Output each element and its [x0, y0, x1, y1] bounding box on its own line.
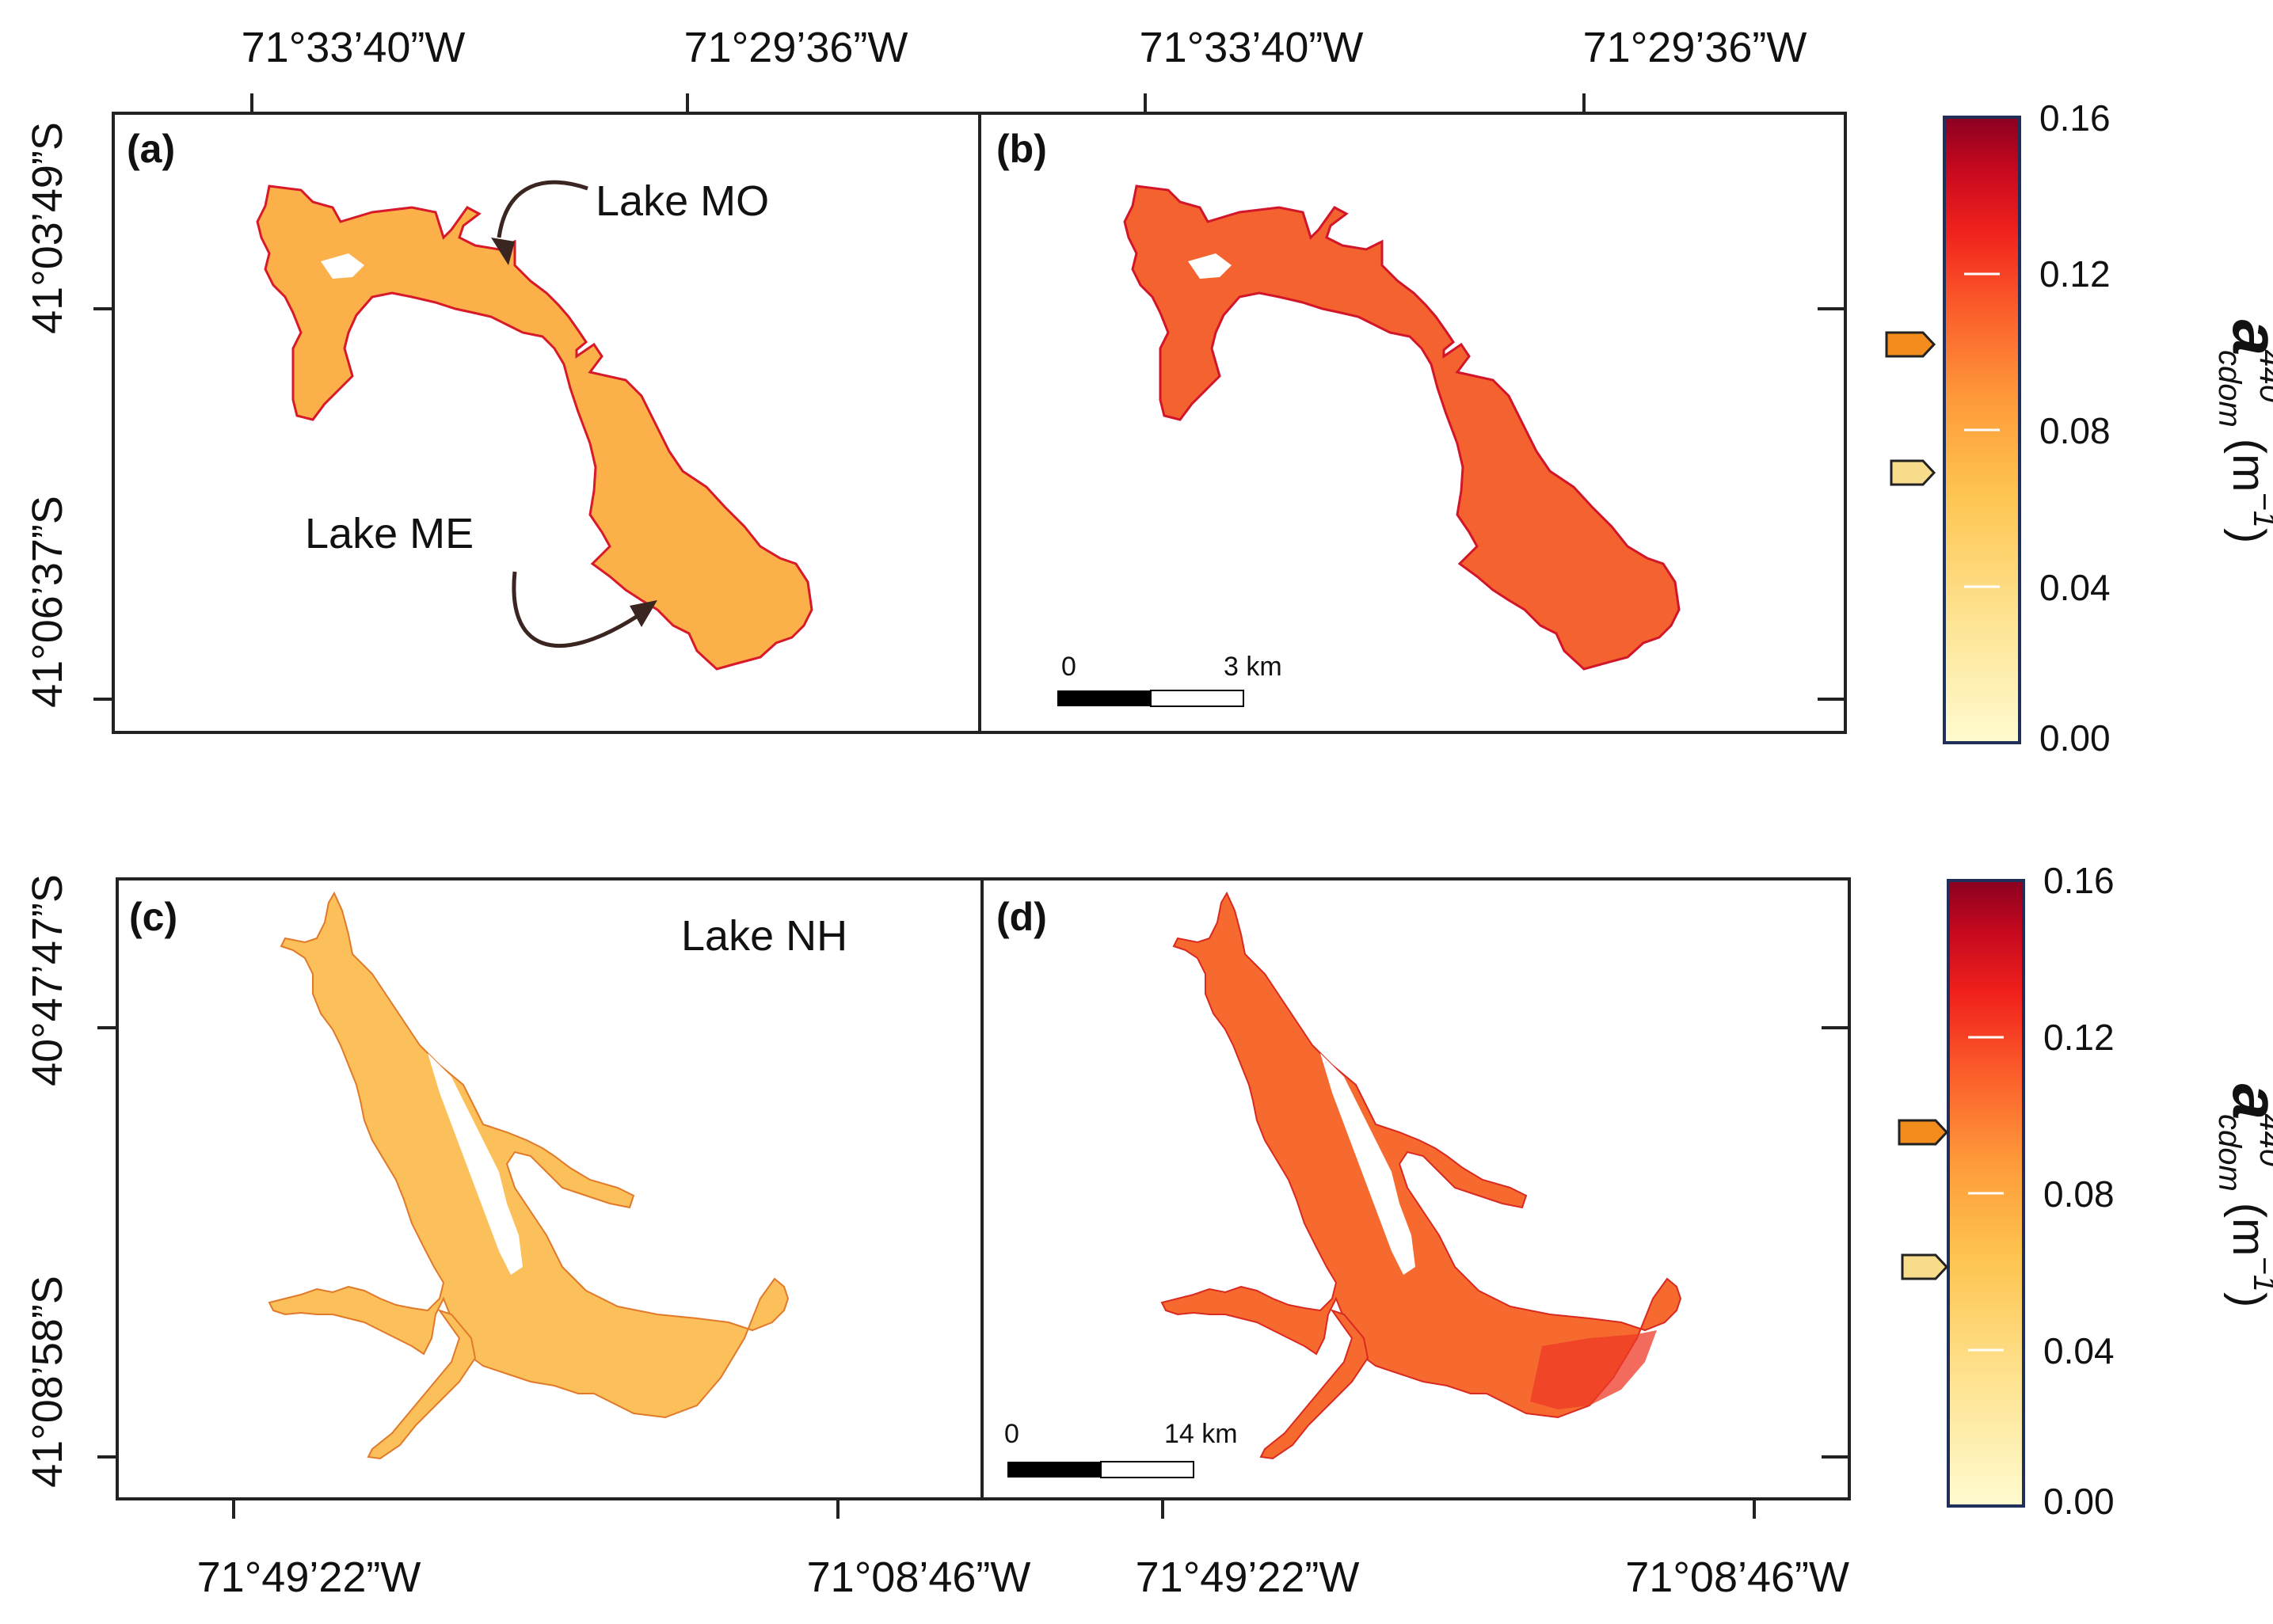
bottom-row-figure: 40°47’47”S 41°08’58”S 71°49’22”W 71°08’4… — [24, 874, 1851, 1601]
lake-label-nh: Lake NH — [681, 912, 847, 960]
scalebar-start-label: 0 — [1061, 652, 1076, 682]
scalebar-d: 0 14 km — [1004, 1419, 1238, 1478]
colorbar-title-unit-exp: −1 — [2247, 1256, 2273, 1292]
lake-mo-me-shape-b — [1123, 184, 1681, 671]
bottom-row-ticks — [97, 1026, 1849, 1519]
bottom-x-tick-label: 71°08’46”W — [1625, 1554, 1849, 1601]
lake-island-a — [321, 253, 364, 279]
colorbar-title-subscript: cdom — [2212, 1114, 2247, 1192]
scalebar-end-label: 14 km — [1164, 1419, 1238, 1449]
lake-mo-me-shape-a — [256, 184, 813, 671]
scalebar-black-segment — [1007, 1462, 1101, 1478]
colorbar-bottom: 0.16 0.12 0.08 0.04 0.00 a440 cdom (m−1) — [1898, 860, 2273, 1522]
svg-text:a440cdom(m−1): a440 cdom (m−1) — [2212, 1084, 2273, 1308]
scalebar-black-segment — [1057, 690, 1151, 706]
lake-nh-south-lobe-d — [1530, 1330, 1657, 1409]
colorbar-title-superscript: 440 — [2253, 349, 2273, 402]
lake-nh-arm-c — [367, 1309, 477, 1460]
colorbar-title-unit: (m — [2223, 439, 2273, 493]
colorbar-title-subscript: cdom — [2212, 350, 2247, 428]
bottom-y-tick-label: 40°47’47”S — [24, 874, 71, 1086]
arrow-mo-head — [491, 238, 515, 265]
arrow-mo — [497, 180, 588, 238]
colorbar-tick-label: 0.08 — [2039, 410, 2111, 451]
marker-lower-icon — [1901, 1253, 1949, 1280]
scalebar-end-label: 3 km — [1224, 652, 1282, 682]
colorbar-title-unit-close: ) — [2223, 1292, 2273, 1307]
lake-nh-arm-d — [1259, 1309, 1369, 1460]
top-row-figure: 71°33’40”W 71°29’36”W 71°33’40”W 71°29’3… — [24, 24, 1847, 734]
colorbar-title: a440 cdom (m−1) — [2212, 320, 2273, 544]
lake-nh-shape-d — [1160, 891, 1682, 1419]
colorbar-title-unit: (m — [2223, 1203, 2273, 1257]
bottom-x-tick-label: 71°49’22”W — [197, 1554, 421, 1601]
colorbar-title-symbol: a — [2219, 1084, 2273, 1120]
scalebar-white-segment — [1100, 1461, 1194, 1478]
colorbar-title-superscript: 440 — [2253, 1113, 2273, 1166]
top-x-tick-label: 71°29’36”W — [684, 24, 908, 71]
bottom-x-tick-label: 71°49’22”W — [1136, 1554, 1360, 1601]
colorbar-tick-label: 0.12 — [2043, 1017, 2115, 1058]
arrow-me — [512, 571, 639, 648]
colorbar-title-unit-close: ) — [2223, 528, 2273, 543]
panel-label-b: (b) — [996, 127, 1047, 171]
marker-lower-icon — [1890, 459, 1936, 486]
colorbar-tick-label: 0.04 — [2043, 1330, 2115, 1371]
top-x-tick-label: 71°33’40”W — [1140, 24, 1364, 71]
colorbar-tick-label: 0.12 — [2039, 253, 2111, 295]
colorbar-title-unit-exp: −1 — [2247, 492, 2273, 528]
colorbar-title: a440 cdom (m−1) — [2212, 1084, 2273, 1308]
colorbar-tick-label: 0.00 — [2043, 1481, 2115, 1522]
panel-label-d: (d) — [996, 895, 1047, 939]
colorbar-ticks — [1968, 1036, 2004, 1352]
colorbar-ticks — [1964, 272, 2000, 588]
lake-nh-shape-c — [268, 891, 790, 1419]
colorbar-tick-label: 0.08 — [2043, 1173, 2115, 1215]
colorbar-tick-label: 0.16 — [2043, 860, 2115, 901]
marker-upper-icon — [1898, 1119, 1949, 1146]
top-row-ticks — [93, 93, 1845, 701]
bottom-y-tick-label: 41°08’58”S — [24, 1276, 71, 1488]
lake-nh-gap-d — [1320, 1053, 1415, 1275]
lake-island-b — [1188, 253, 1232, 279]
svg-text:a440cdom(m−1): a440 cdom (m−1) — [2212, 320, 2273, 544]
panel-label-a: (a) — [127, 127, 175, 171]
scalebar-white-segment — [1150, 690, 1244, 707]
panel-label-c: (c) — [129, 895, 177, 939]
marker-upper-icon — [1885, 331, 1936, 358]
scalebar-b: 0 3 km — [1057, 652, 1282, 707]
scalebar-start-label: 0 — [1004, 1419, 1019, 1449]
top-x-tick-label: 71°33’40”W — [242, 24, 466, 71]
bottom-x-tick-label: 71°08’46”W — [807, 1554, 1031, 1601]
top-y-tick-label: 41°06’37”S — [24, 496, 71, 708]
lake-label-me: Lake ME — [305, 510, 474, 557]
lake-nh-gap-c — [428, 1053, 523, 1275]
colorbar-tick-label: 0.00 — [2039, 717, 2111, 759]
colorbar-title-symbol: a — [2219, 320, 2273, 356]
top-y-tick-label: 41°03’49”S — [24, 122, 71, 334]
colorbar-tick-label: 0.16 — [2039, 97, 2111, 139]
arrow-me-head — [630, 600, 657, 627]
colorbar-tick-label: 0.04 — [2039, 567, 2111, 608]
colorbar-top: 0.16 0.12 0.08 0.04 0.00 a440 cdom (m−1) — [1885, 97, 2273, 759]
top-x-tick-label: 71°29’36”W — [1583, 24, 1807, 71]
lake-label-mo: Lake MO — [596, 177, 769, 225]
